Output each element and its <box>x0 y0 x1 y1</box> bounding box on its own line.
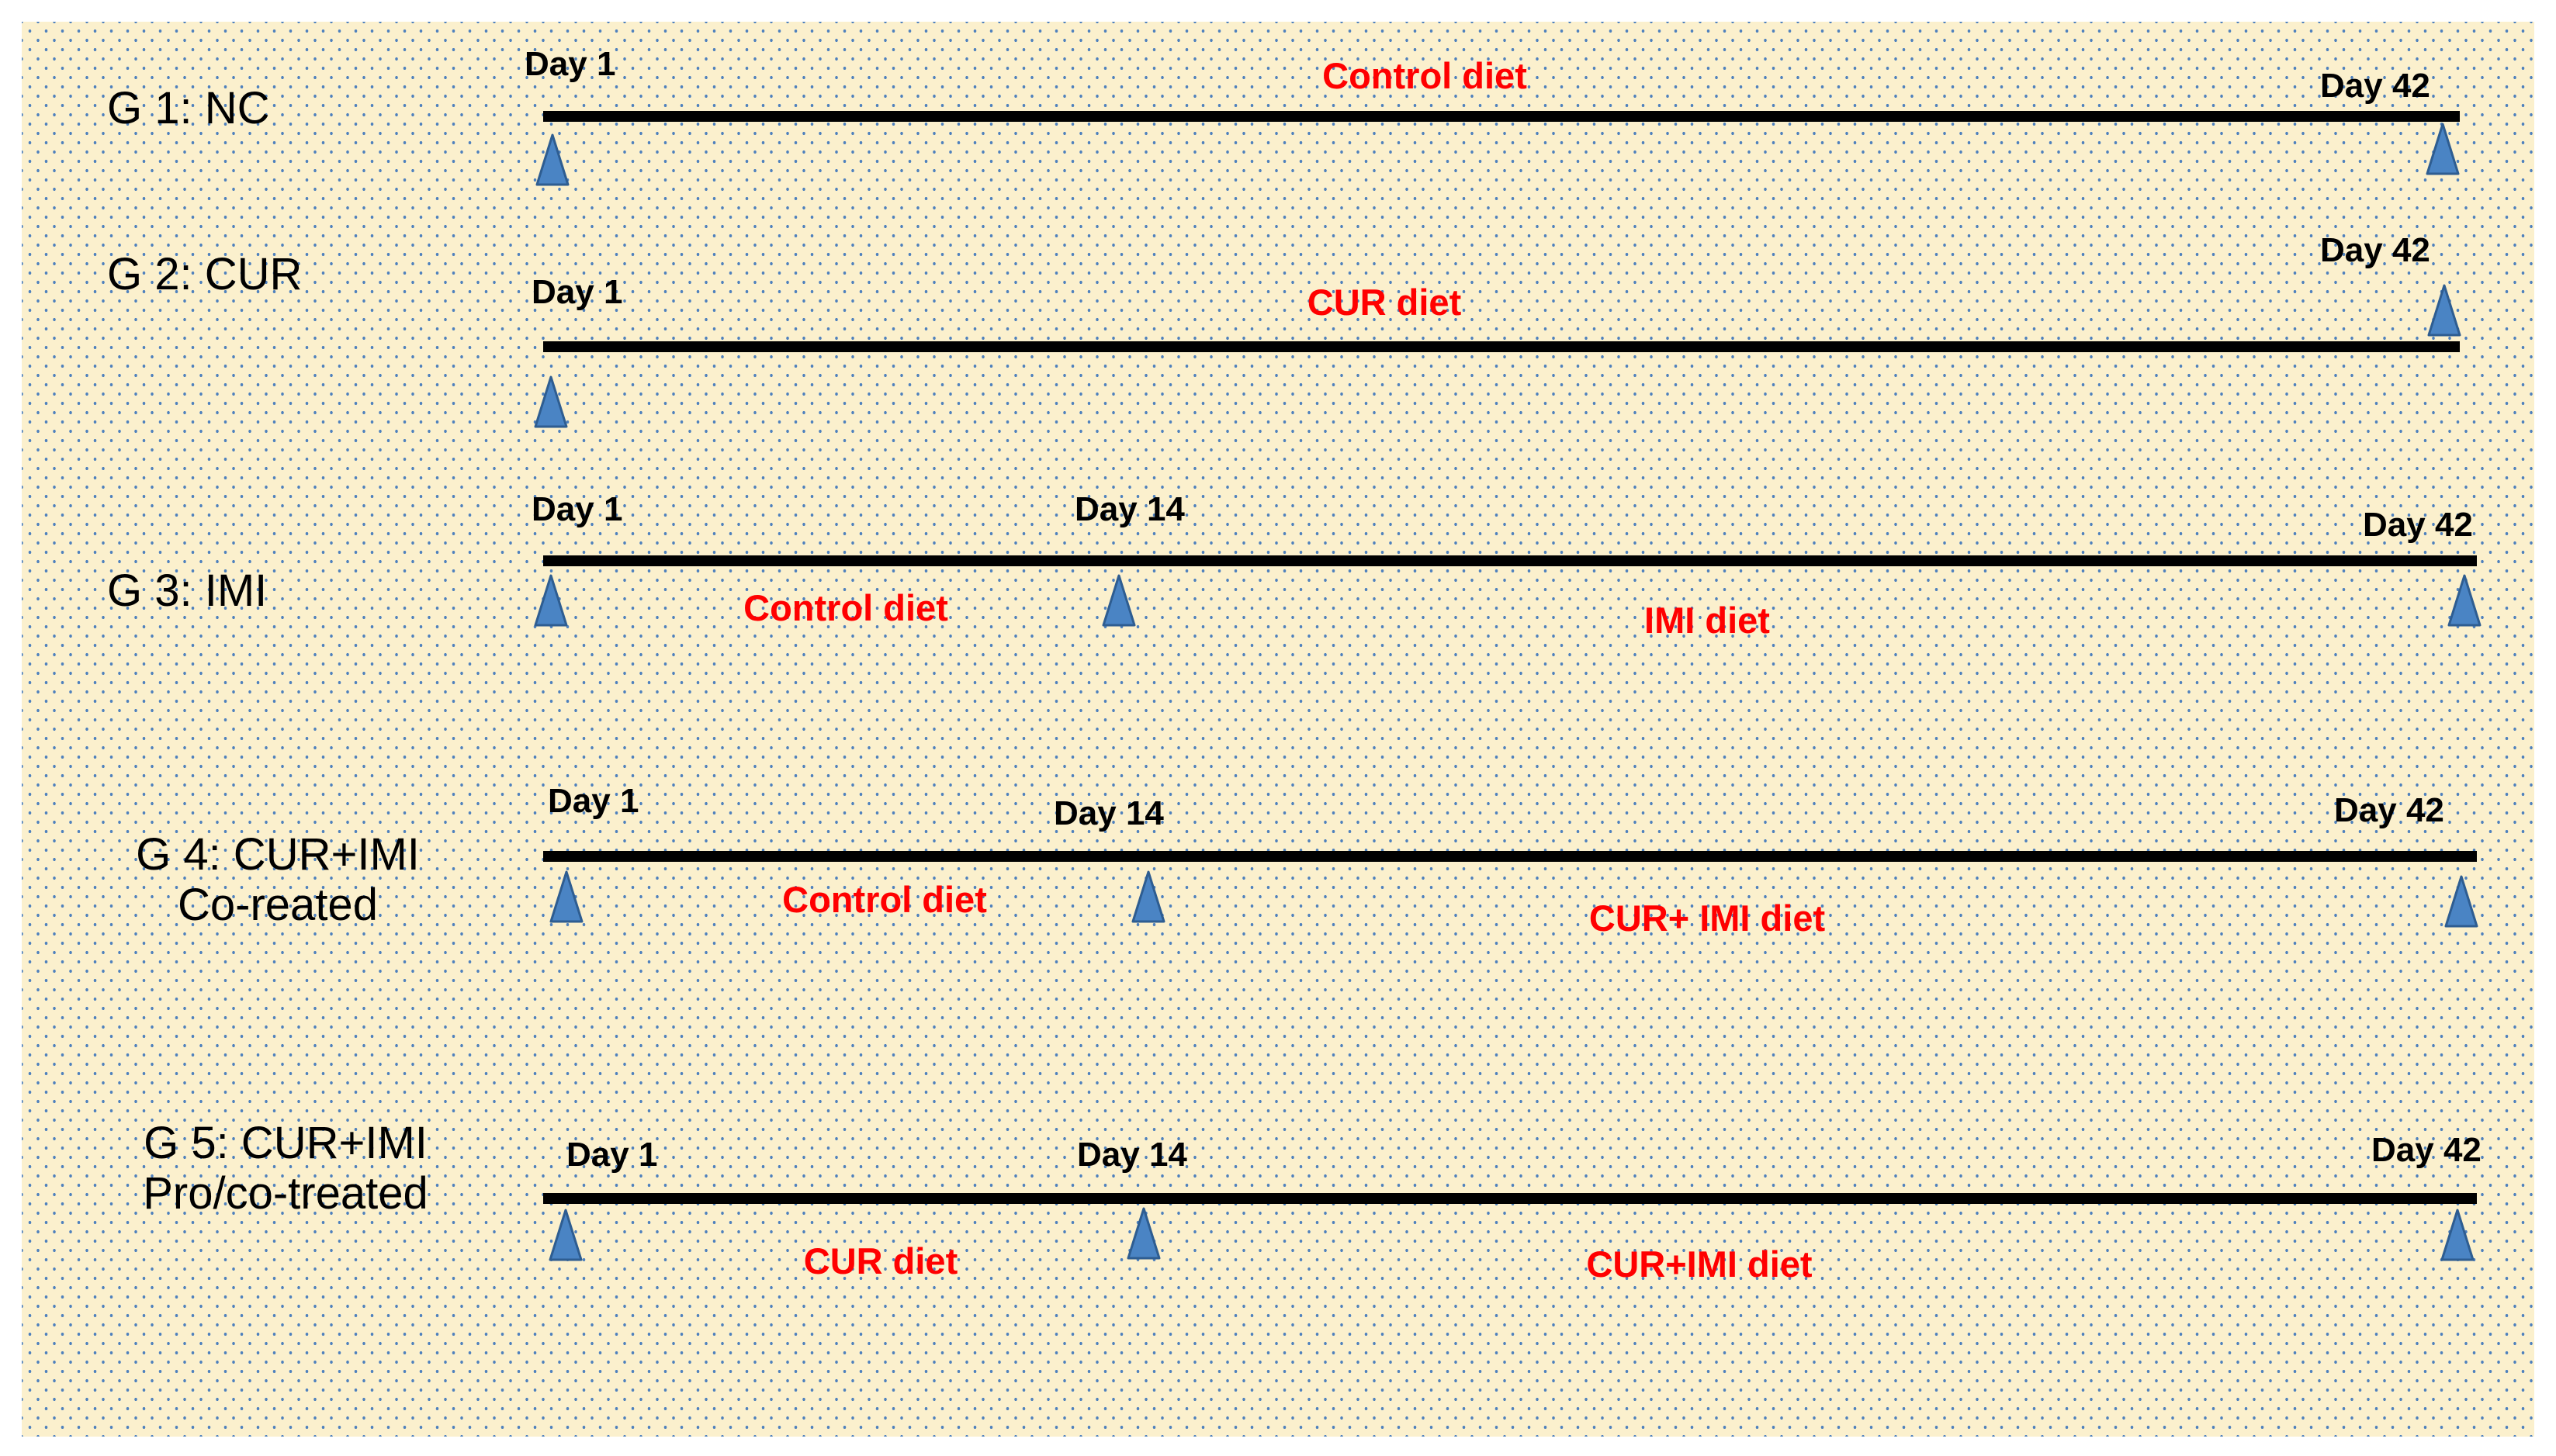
up-arrow-marker-icon <box>534 574 568 627</box>
diet-label-g5-curimi: CUR+IMI diet <box>1586 1243 1813 1285</box>
up-arrow-marker-icon <box>2427 284 2461 337</box>
up-arrow-marker-icon <box>2444 875 2478 928</box>
diet-label-g3-imi: IMI diet <box>1644 600 1770 641</box>
group-label-g4-line1: G 4: CUR+IMI <box>136 829 420 880</box>
up-arrow-marker-icon <box>535 133 570 186</box>
up-arrow-marker-icon <box>1127 1207 1161 1260</box>
timeline-line-g3 <box>543 555 2477 566</box>
diet-label-g4-control: Control diet <box>782 879 987 920</box>
day-label-g5-day1: Day 1 <box>566 1136 658 1174</box>
up-arrow-marker-icon <box>2426 123 2460 175</box>
group-label-g5-line1: G 5: CUR+IMI <box>144 1118 428 1168</box>
diet-label-g3-control: Control diet <box>743 587 948 628</box>
group-label-g5-line2: Pro/co-treated <box>143 1167 428 1219</box>
day-label-g3-day1: Day 1 <box>532 490 623 528</box>
up-arrow-marker-icon <box>1102 574 1136 627</box>
diet-label-g1-control: Control diet <box>1322 55 1527 96</box>
up-arrow-marker-icon <box>2440 1209 2475 1261</box>
day-label-g3-day14: Day 14 <box>1075 490 1185 528</box>
group-label-g2: G 2: CUR <box>107 249 303 299</box>
group-label-g3: G 3: IMI <box>107 565 268 616</box>
day-label-g2-day42: Day 42 <box>2320 231 2430 269</box>
group-label-g4: G 4: CUR+IMI Co-reated <box>68 829 487 931</box>
up-arrow-marker-icon <box>549 1209 583 1261</box>
day-label-g2-day1: Day 1 <box>532 273 623 311</box>
up-arrow-marker-icon <box>2447 574 2482 627</box>
day-label-g1-day1: Day 1 <box>525 45 616 83</box>
day-label-g4-day1: Day 1 <box>548 782 639 820</box>
diet-label-g5-cur: CUR diet <box>803 1240 958 1281</box>
day-label-g3-day42: Day 42 <box>2363 506 2473 544</box>
up-arrow-marker-icon <box>549 870 584 923</box>
up-arrow-marker-icon <box>534 375 568 428</box>
day-label-g4-day42: Day 42 <box>2334 791 2444 829</box>
day-label-g5-day42: Day 42 <box>2371 1131 2482 1169</box>
group-label-g5: G 5: CUR+IMI Pro/co-treated <box>53 1118 518 1219</box>
timeline-line-g4 <box>543 851 2477 862</box>
group-label-g4-line2: Co-reated <box>178 879 378 930</box>
diet-label-g2-cur: CUR diet <box>1307 282 1462 323</box>
timeline-line-g5 <box>543 1193 2477 1204</box>
up-arrow-marker-icon <box>1131 870 1165 923</box>
experiment-timeline-figure: G 1: NC Day 1 Day 42 Control diet G 2: C… <box>22 22 2534 1437</box>
diet-label-g4-curimi: CUR+ IMI diet <box>1588 897 1826 939</box>
day-label-g4-day14: Day 14 <box>1054 794 1164 832</box>
timeline-line-g2 <box>543 341 2460 352</box>
group-label-g1: G 1: NC <box>107 83 270 133</box>
day-label-g1-day42: Day 42 <box>2320 67 2430 105</box>
timeline-line-g1 <box>543 111 2460 122</box>
day-label-g5-day14: Day 14 <box>1077 1136 1187 1174</box>
